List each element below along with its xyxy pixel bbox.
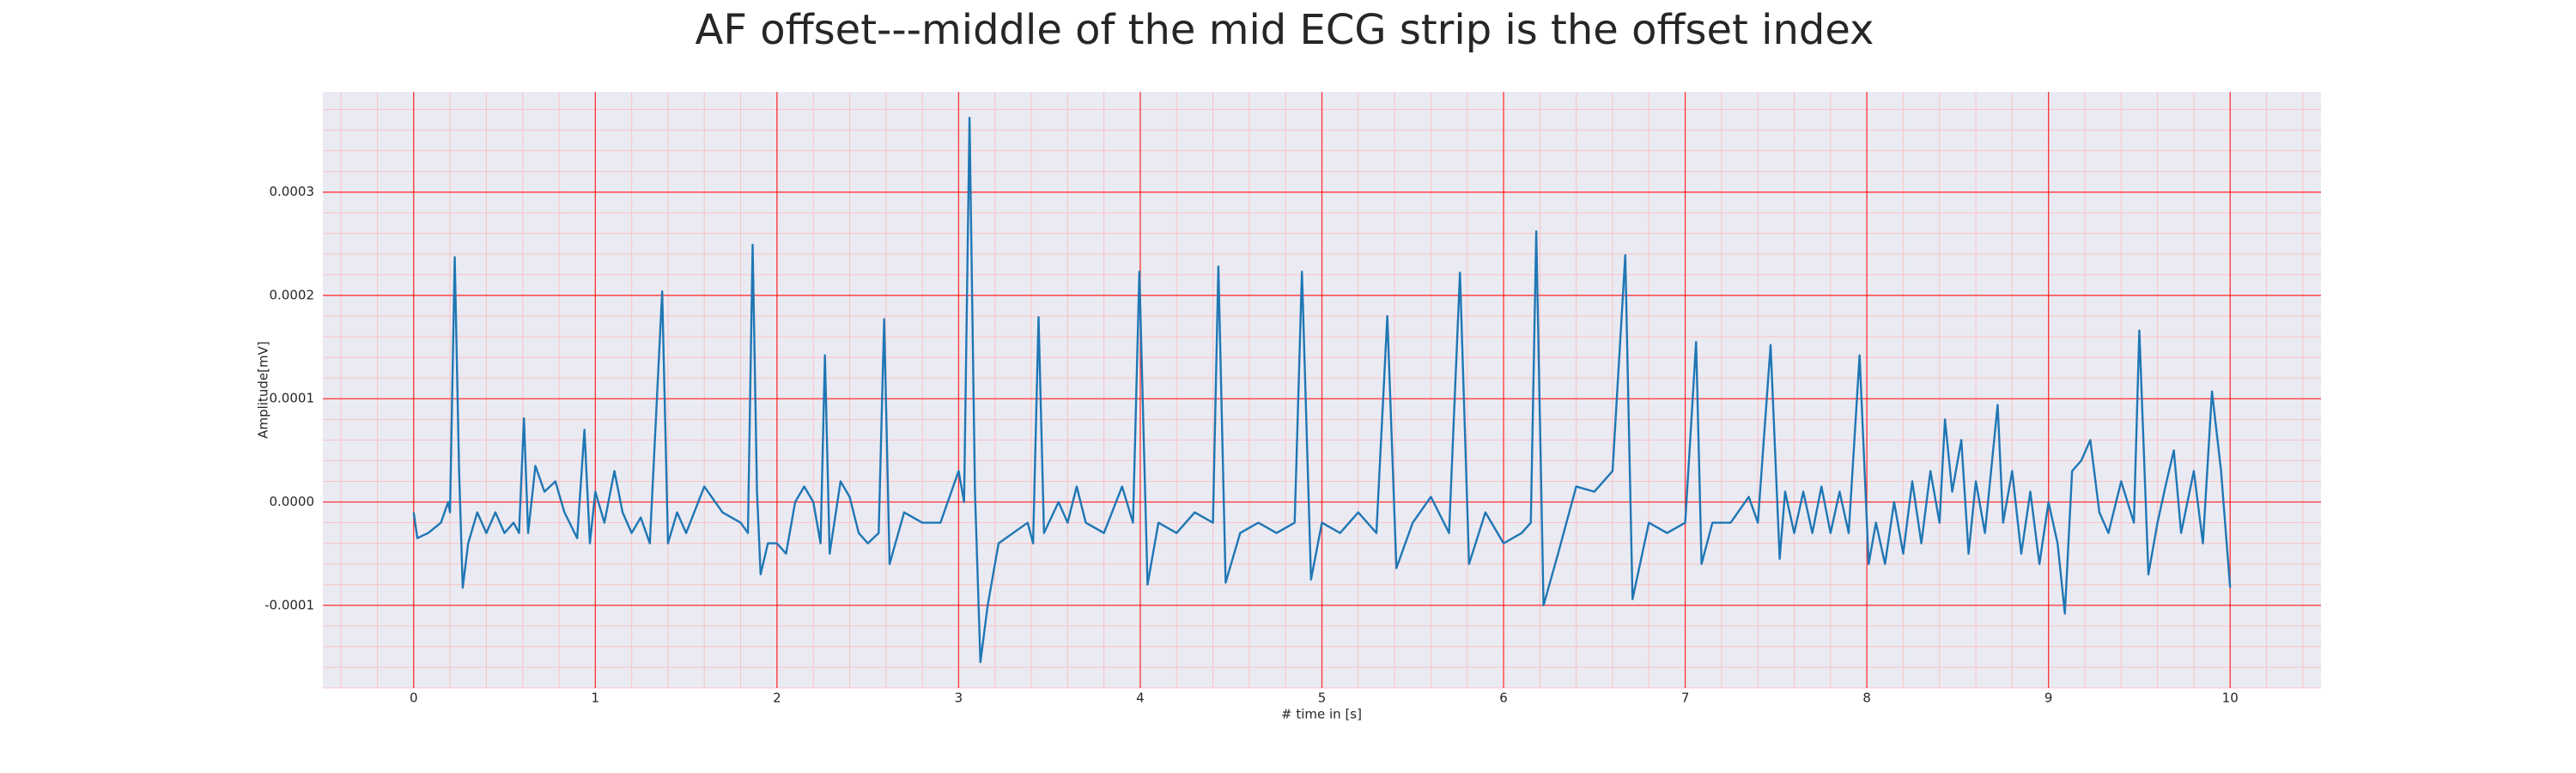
y-tick-label: 0.0000 [270, 494, 315, 509]
y-tick-label: 0.0002 [270, 287, 315, 302]
x-tick-label: 10 [2222, 691, 2239, 706]
y-tick-label: 0.0003 [270, 184, 315, 199]
ecg-line [412, 116, 2232, 664]
x-tick-label: 5 [1318, 691, 1327, 706]
x-tick-label: 4 [1136, 691, 1145, 706]
x-tick-label: 7 [1681, 691, 1690, 706]
x-tick-label: 3 [955, 691, 963, 706]
x-tick-label: 0 [410, 691, 418, 706]
x-tick-label: 2 [773, 691, 781, 706]
labels: AF offset---middle of the mid ECG strip … [256, 6, 2239, 722]
chart-title: AF offset---middle of the mid ECG strip … [696, 6, 1874, 54]
x-tick-label: 1 [592, 691, 600, 706]
y-tick-label: -0.0001 [264, 597, 314, 612]
y-tick-label: 0.0001 [270, 391, 315, 406]
y-axis-label: Amplitude[mV] [256, 341, 271, 438]
marks [412, 116, 2232, 664]
x-tick-label: 9 [2044, 691, 2053, 706]
x-tick-label: 8 [1862, 691, 1871, 706]
x-axis-label: # time in [s] [1281, 707, 1362, 722]
x-tick-label: 6 [1499, 691, 1508, 706]
